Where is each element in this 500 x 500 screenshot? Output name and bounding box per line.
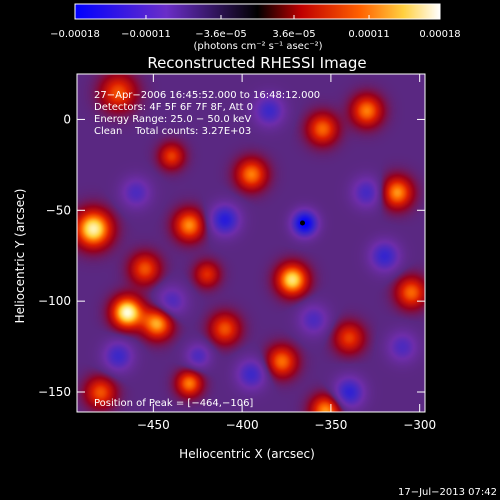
- x-tick-label: −400: [226, 418, 259, 432]
- colorbar: −0.00018 −0.00011 −3.6e−05 3.6e−05 0.00011 0.…: [50, 3, 461, 52]
- info-line-detectors: Detectors: 4F 5F 6F 7F 8F, Att 0: [94, 102, 253, 113]
- colorbar-tick-label: −0.00011: [121, 29, 171, 40]
- peak-position-label: Position of Peak = [−464,−106]: [94, 398, 253, 409]
- info-line-time: 27−Apr−2006 16:45:52.000 to 16:48:12.000: [94, 90, 320, 101]
- colorbar-tick-label: 0.00018: [419, 29, 460, 40]
- colorbar-gradient: [74, 3, 441, 20]
- x-axis-label: Heliocentric X (arcsec): [179, 447, 315, 461]
- colorbar-unit-label: (photons cm⁻² s⁻¹ asec⁻²): [193, 41, 322, 52]
- info-line-counts: Clean Total counts: 3.27E+03: [94, 126, 251, 137]
- y-tick-label: −150: [38, 385, 71, 399]
- colorbar-tick-label: −3.6e−05: [195, 29, 247, 40]
- peak-marker: [299, 220, 305, 226]
- y-axis-label: Heliocentric Y (arcsec): [13, 189, 27, 324]
- x-tick-label: −350: [314, 418, 347, 432]
- chart-title: Reconstructed RHESSI Image: [147, 54, 366, 72]
- heatmap-image-wrapper: [77, 74, 425, 412]
- y-tick-label: −50: [46, 203, 71, 217]
- x-tick-label: −300: [403, 418, 436, 432]
- y-tick-label: 0: [63, 112, 71, 126]
- info-line-energy: Energy Range: 25.0 − 50.0 keV: [94, 114, 251, 125]
- info-block: 27−Apr−2006 16:45:52.000 to 16:48:12.000…: [94, 90, 320, 137]
- x-tick-label: −450: [137, 418, 170, 432]
- plot-frame: [76, 73, 426, 413]
- y-tick-label: −100: [38, 294, 71, 308]
- colorbar-ticks: −0.00018 −0.00011 −3.6e−05 3.6e−05 0.00011 0.…: [50, 15, 461, 40]
- colorbar-tick-label: −0.00018: [50, 29, 100, 40]
- heatmap-canvas: [77, 74, 425, 412]
- axis-ticks: −450 −400 −350 −300 0 −50 −100 −150: [38, 74, 436, 432]
- colorbar-tick-label: 3.6e−05: [272, 29, 315, 40]
- footer-timestamp: 17−Jul−2013 07:42: [398, 487, 497, 498]
- colorbar-tick-label: 0.00011: [348, 29, 389, 40]
